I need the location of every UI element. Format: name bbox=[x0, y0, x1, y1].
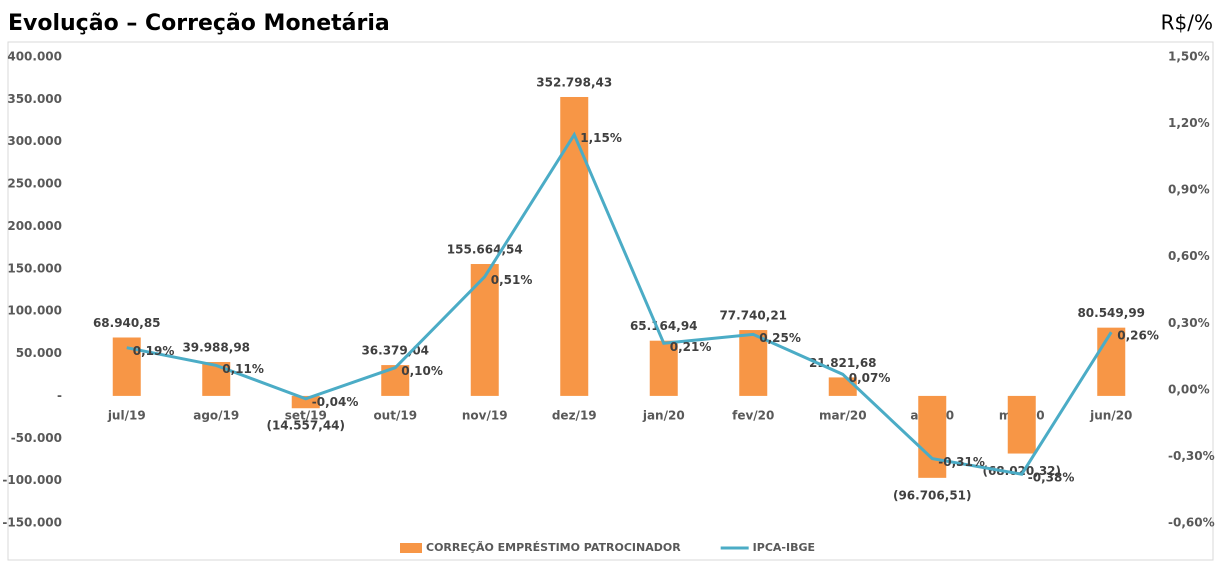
y2-tick-label: 0,90% bbox=[1168, 183, 1210, 197]
bar bbox=[291, 395, 320, 409]
bar-value-label: (14.557,44) bbox=[266, 419, 345, 433]
bar-value-label: 77.740,21 bbox=[719, 309, 787, 323]
line-value-label: 0,07% bbox=[849, 371, 891, 385]
y-tick-label: 150.000 bbox=[7, 261, 62, 275]
bar bbox=[649, 340, 678, 396]
y-tick-label: 200.000 bbox=[7, 219, 62, 233]
y-tick-label: 250.000 bbox=[7, 177, 62, 191]
line-value-label: -0,31% bbox=[938, 455, 985, 469]
y-tick-label: 300.000 bbox=[7, 134, 62, 148]
x-tick-label: ago/19 bbox=[193, 408, 239, 422]
y-tick-label: 50.000 bbox=[16, 346, 62, 360]
bar-value-label: 80.549,99 bbox=[1077, 306, 1145, 320]
line-value-label: -0,38% bbox=[1028, 471, 1075, 485]
line-value-label: 0,10% bbox=[401, 364, 443, 378]
bar bbox=[739, 330, 768, 396]
line-value-label: 1,15% bbox=[580, 131, 622, 145]
x-tick-label: jan/20 bbox=[642, 408, 685, 422]
bar-value-label: (96.706,51) bbox=[893, 488, 972, 502]
bar-value-label: 68.940,85 bbox=[93, 316, 161, 330]
bar bbox=[918, 395, 947, 478]
chart-border bbox=[7, 41, 1214, 561]
line-value-label: 0,21% bbox=[670, 340, 712, 354]
line-value-label: 0,11% bbox=[222, 362, 264, 376]
x-tick-label: jun/20 bbox=[1089, 408, 1132, 422]
y2-tick-label: 0,60% bbox=[1168, 249, 1210, 263]
y-tick-label: - bbox=[57, 388, 62, 402]
bar-value-label: 36.379,04 bbox=[361, 344, 429, 358]
bar bbox=[1007, 395, 1036, 454]
bar-value-label: 65.164,94 bbox=[630, 319, 698, 333]
line-value-label: 0,51% bbox=[491, 273, 533, 287]
x-tick-label: mar/20 bbox=[819, 408, 867, 422]
chart-title: Evolução – Correção Monetária bbox=[8, 11, 390, 36]
x-tick-label: out/19 bbox=[373, 408, 417, 422]
y-tick-label: 350.000 bbox=[7, 92, 62, 106]
x-tick-label: dez/19 bbox=[552, 408, 597, 422]
legend-label: IPCA-IBGE bbox=[753, 541, 815, 554]
bar bbox=[1097, 327, 1126, 396]
bar-value-label: 155.664,54 bbox=[447, 243, 523, 257]
x-tick-label: jul/19 bbox=[107, 408, 146, 422]
y2-tick-label: 0,30% bbox=[1168, 316, 1210, 330]
legend-swatch bbox=[400, 543, 422, 553]
x-tick-label: fev/20 bbox=[732, 408, 774, 422]
y-tick-label: -150.000 bbox=[2, 516, 62, 530]
y2-tick-label: -0,60% bbox=[1168, 516, 1215, 530]
y-tick-label: 100.000 bbox=[7, 304, 62, 318]
bar-value-label: (68.020,32) bbox=[982, 464, 1061, 478]
line-value-label: -0,04% bbox=[312, 395, 359, 409]
y-tick-label: -50.000 bbox=[11, 431, 62, 445]
bar bbox=[112, 337, 141, 396]
unit-label: R$/% bbox=[1161, 11, 1213, 35]
y2-tick-label: -0,30% bbox=[1168, 449, 1215, 463]
bar-value-label: 39.988,98 bbox=[182, 341, 250, 355]
line-value-label: 0,26% bbox=[1117, 329, 1159, 343]
y-tick-label: -100.000 bbox=[2, 473, 62, 487]
line-value-label: 0,19% bbox=[133, 344, 175, 358]
line bbox=[126, 131, 1113, 476]
y2-tick-label: 0,00% bbox=[1168, 382, 1210, 396]
x-tick-label: set/19 bbox=[285, 408, 327, 422]
line-value-label: 0,25% bbox=[759, 331, 801, 345]
x-tick-label: nov/19 bbox=[462, 408, 508, 422]
y-tick-label: 400.000 bbox=[7, 50, 62, 64]
bar-value-label: 352.798,43 bbox=[536, 75, 612, 89]
y2-tick-label: 1,50% bbox=[1168, 50, 1210, 64]
legend-label: CORREÇÃO EMPRÉSTIMO PATROCINADOR bbox=[426, 541, 681, 554]
y2-tick-label: 1,20% bbox=[1168, 116, 1210, 130]
